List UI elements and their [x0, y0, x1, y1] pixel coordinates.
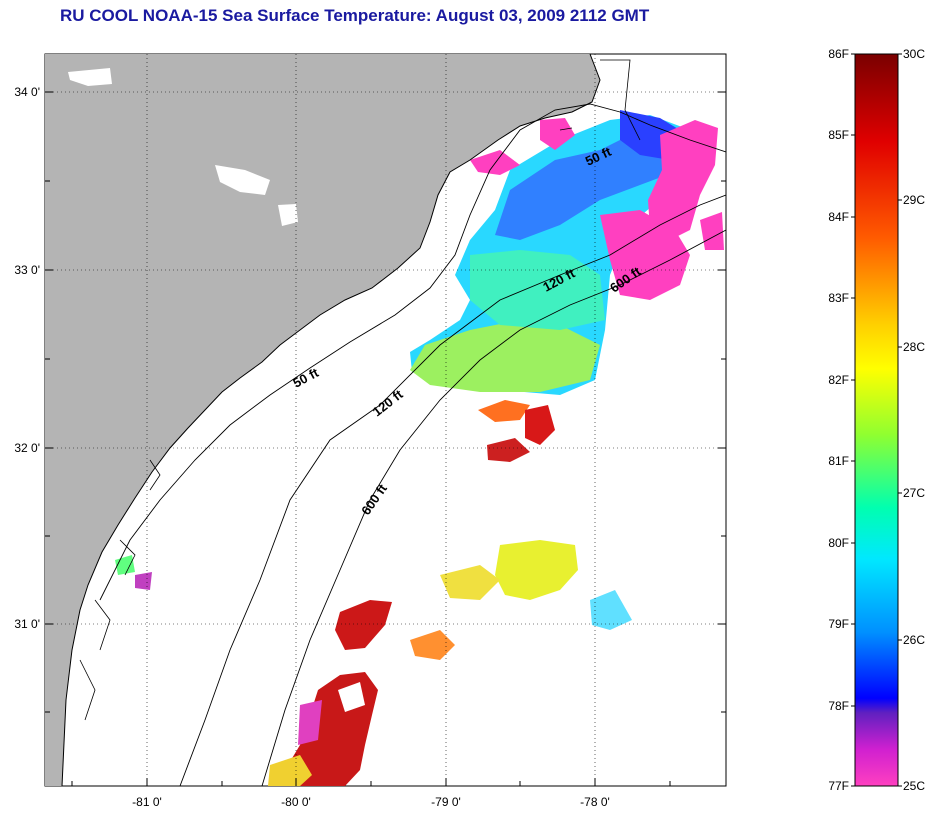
colorbar-c-label: 28C — [903, 340, 925, 354]
colorbar — [854, 53, 899, 787]
colorbar-f-label: 84F — [828, 210, 849, 224]
lon-label: -78 0' — [580, 795, 610, 809]
sst-orange-region — [410, 630, 455, 660]
sst-green-region — [410, 320, 600, 392]
lat-label: 34 0' — [14, 85, 40, 99]
lon-label: -81 0' — [132, 795, 162, 809]
colorbar-f-label: 78F — [828, 699, 849, 713]
colorbar-ticks — [851, 53, 902, 787]
frame-ticks — [45, 91, 726, 786]
colorbar-c-label: 26C — [903, 633, 925, 647]
colorbar-c-label: 30C — [903, 47, 925, 61]
lon-label: -80 0' — [281, 795, 311, 809]
colorbar-c-label: 29C — [903, 193, 925, 207]
sst-blue-region — [495, 128, 690, 240]
sst-teal-region — [470, 250, 605, 330]
map-title: RU COOL NOAA-15 Sea Surface Temperature:… — [60, 6, 650, 25]
sst-yellow-region — [440, 565, 500, 600]
sst-magenta-region — [298, 700, 322, 745]
lat-label: 32 0' — [14, 441, 40, 455]
land-lake — [215, 165, 270, 195]
colorbar-f-label: 79F — [828, 617, 849, 631]
colorbar-f-label: 83F — [828, 291, 849, 305]
land-lake — [68, 68, 112, 86]
gridlines — [45, 54, 726, 786]
contour-50ft — [99, 103, 726, 601]
sst-magenta-region — [648, 120, 718, 240]
sst-white-gap — [338, 682, 365, 712]
contour-600ft — [261, 229, 726, 786]
inlet-lines — [79, 59, 641, 721]
sst-yellow-region — [495, 540, 578, 600]
colorbar-f-label: 77F — [828, 779, 849, 793]
shoreline — [61, 54, 601, 786]
sst-magenta-region — [540, 118, 575, 150]
sst-red-region — [335, 600, 392, 650]
land-mass — [45, 54, 600, 786]
colorbar-c-label: 27C — [903, 486, 925, 500]
colorbar-f-label: 86F — [828, 47, 849, 61]
sst-red-region — [525, 405, 555, 445]
sst-yellow-region — [268, 755, 312, 786]
land-lake — [278, 204, 298, 226]
sst-magenta-region — [600, 210, 690, 300]
sst-magenta-region — [135, 572, 152, 590]
colorbar-f-label: 82F — [828, 373, 849, 387]
colorbar-f-label: 85F — [828, 128, 849, 142]
colorbar-f-label: 80F — [828, 536, 849, 550]
contour-120ft — [179, 194, 726, 786]
sst-magenta-region — [470, 150, 520, 175]
sst-red-region — [487, 438, 530, 462]
lat-label: 31 0' — [14, 617, 40, 631]
sst-cyan-region — [590, 590, 632, 630]
sst-orange-region — [478, 400, 530, 422]
colorbar-c-label: 25C — [903, 779, 925, 793]
colorbar-f-label: 81F — [828, 454, 849, 468]
lon-label: -79 0' — [431, 795, 461, 809]
lat-label: 33 0' — [14, 263, 40, 277]
